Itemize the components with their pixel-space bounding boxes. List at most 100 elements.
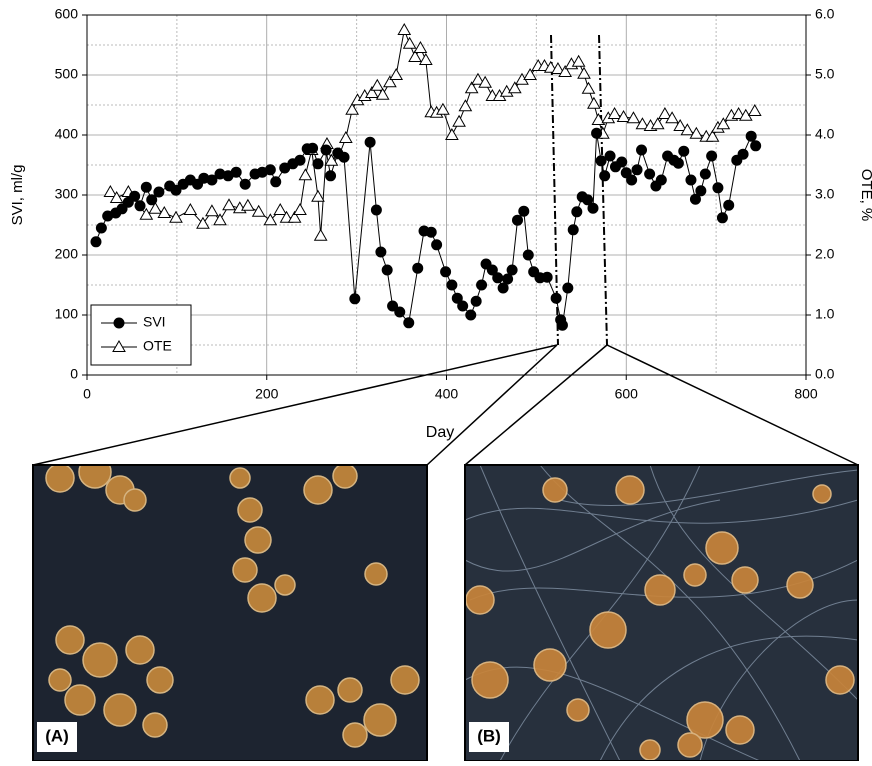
ote-point (251, 204, 266, 217)
svi-point (349, 293, 361, 305)
svi-point (239, 178, 251, 190)
ote-point (665, 111, 679, 124)
svi-point (264, 164, 276, 176)
svi-point (550, 292, 562, 304)
ote-point (109, 190, 124, 203)
svi-point (497, 282, 509, 294)
y2-tick-label: 3.0 (815, 186, 835, 202)
connector (464, 344, 608, 466)
micrograph-b (465, 465, 858, 761)
svi-point (465, 309, 477, 321)
ote-point (471, 72, 485, 85)
svi-point (678, 145, 690, 157)
ote-point (716, 117, 731, 130)
svi-point (451, 292, 463, 304)
svi-point (567, 224, 579, 236)
svi-point (375, 246, 387, 258)
ote-point (452, 114, 466, 127)
svi-point (425, 226, 437, 238)
svi-point (522, 249, 534, 261)
ote-point (397, 22, 412, 35)
micrograph-a (33, 465, 427, 761)
ote-point (680, 123, 695, 136)
ote-point (263, 213, 278, 226)
ote-point (658, 106, 672, 119)
svi-point (595, 155, 607, 167)
ote-point (169, 210, 183, 223)
y-tick-label: 600 (55, 6, 79, 22)
svi-point (170, 184, 182, 196)
x-tick-label: 200 (255, 386, 279, 402)
svi-point (470, 295, 482, 307)
svi-point (320, 144, 332, 156)
sample-marker (598, 34, 608, 346)
svi-point (712, 182, 724, 194)
svi-point (381, 264, 393, 276)
svi-point (457, 300, 469, 312)
svi-point (616, 156, 628, 168)
svi-point (312, 158, 324, 170)
x-tick-label: 0 (83, 386, 91, 402)
ote-point (591, 112, 606, 125)
svi-point (626, 174, 638, 186)
ote-point (157, 205, 172, 218)
ote-point (241, 198, 255, 211)
y2-tick-label: 0.0 (815, 366, 835, 382)
svi-point (134, 200, 146, 212)
svi-point (518, 205, 530, 217)
svi-point (412, 262, 424, 274)
svi-point (506, 264, 518, 276)
legend-marker (113, 317, 125, 329)
svi-point (338, 151, 350, 163)
ote-point (402, 36, 417, 49)
ote-point (507, 81, 522, 94)
svi-point (599, 170, 611, 182)
svi-point (325, 170, 337, 182)
svi-point (431, 239, 443, 251)
svi-point (571, 206, 583, 218)
svi-point (476, 279, 488, 291)
ote-point (673, 118, 688, 131)
ote-point (635, 117, 650, 130)
ote-point (747, 103, 762, 116)
x-tick-label: 800 (794, 386, 818, 402)
svi-point (486, 264, 498, 276)
ote-point (689, 126, 704, 139)
svi-point (90, 236, 102, 248)
ote-point (626, 111, 641, 124)
svi-point (689, 193, 701, 205)
legend-label: OTE (143, 338, 172, 354)
y2-axis-label: OTE, % (858, 169, 872, 222)
ote-point (616, 109, 631, 122)
svi-point (492, 272, 504, 284)
ote-point (445, 127, 459, 140)
svi-point (556, 319, 568, 331)
ote-point (293, 202, 307, 215)
ote-point (581, 81, 596, 94)
x-tick-label: 400 (435, 386, 459, 402)
svi-point (587, 202, 599, 214)
ote-point (418, 52, 433, 65)
svi-point (750, 140, 762, 152)
svi-point (655, 174, 667, 186)
ote-point (523, 67, 537, 80)
svi-point (723, 199, 735, 211)
x-axis-label: Day (426, 424, 454, 441)
ote-point (413, 40, 428, 53)
legend-box (90, 304, 192, 366)
ote-point (478, 75, 493, 88)
svi-point (512, 214, 524, 226)
ote-point (551, 61, 565, 74)
svi-point (307, 142, 319, 154)
ote-point (148, 201, 163, 214)
series-line (110, 28, 756, 236)
ote-point (213, 213, 227, 226)
panel-label-box (469, 722, 509, 752)
ote-point (345, 102, 359, 115)
y2-tick-label: 2.0 (815, 246, 835, 262)
svi-point (146, 194, 158, 206)
svi-point (695, 185, 707, 197)
ote-point (558, 64, 572, 77)
panel-label: (A) (45, 726, 69, 745)
